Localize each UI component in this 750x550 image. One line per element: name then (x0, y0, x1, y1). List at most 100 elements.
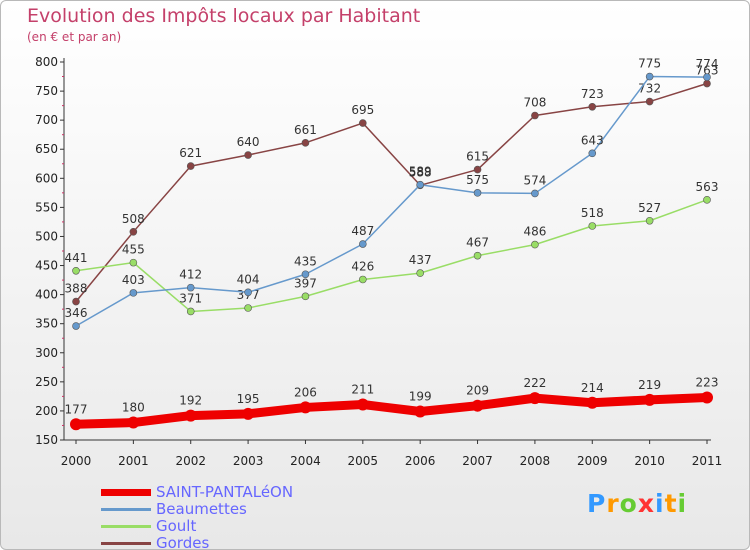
data-label: 346 (65, 306, 88, 320)
data-point (645, 72, 654, 81)
y-tick-label: 150 (35, 433, 58, 447)
data-label: 199 (409, 390, 432, 404)
y-tick-label: 200 (35, 404, 58, 418)
data-label: 209 (466, 384, 489, 398)
data-label: 575 (466, 173, 489, 187)
legend-swatch (101, 525, 151, 528)
data-label: 588 (409, 165, 432, 179)
data-label: 661 (294, 123, 317, 137)
series-line (75, 82, 708, 303)
data-point (72, 297, 80, 306)
x-tick-label: 2000 (61, 454, 92, 468)
data-point (356, 398, 369, 411)
y-tick-label: 600 (35, 171, 58, 185)
data-label: 211 (351, 383, 374, 397)
data-label: 527 (638, 201, 661, 215)
data-label: 214 (581, 381, 604, 395)
y-tick-label: 450 (35, 259, 58, 273)
data-point (586, 396, 599, 409)
proxiti-logo: Proxiti (587, 489, 687, 518)
data-point (359, 119, 367, 127)
series-line (75, 199, 708, 313)
logo-letter: o (619, 489, 638, 518)
data-point (416, 180, 424, 189)
data-label: 763 (696, 64, 719, 78)
data-label: 508 (122, 212, 145, 226)
data-point (129, 289, 138, 297)
data-point (473, 189, 482, 197)
y-tick-label: 650 (35, 142, 58, 156)
x-tick-label: 2008 (520, 454, 551, 468)
data-point (129, 258, 138, 267)
data-point (242, 407, 255, 420)
data-point (359, 240, 367, 248)
chart-subtitle: (en € et par an) (27, 30, 122, 44)
y-tick-label: 550 (35, 200, 58, 214)
x-tick-label: 2010 (634, 454, 665, 468)
legend-label: Gordes (156, 534, 210, 550)
legend-swatch (101, 542, 151, 545)
x-tick-label: 2002 (175, 454, 206, 468)
x-tick-label: 2011 (692, 454, 723, 468)
x-tick-label: 2005 (348, 454, 379, 468)
data-label: 403 (122, 273, 145, 287)
y-tick-label: 700 (35, 113, 58, 127)
data-label: 487 (351, 224, 374, 238)
y-tick-label: 400 (35, 288, 58, 302)
data-label: 695 (351, 103, 374, 117)
data-point (416, 269, 424, 277)
data-point (703, 73, 711, 81)
data-label: 223 (696, 376, 719, 390)
data-label: 732 (638, 82, 661, 96)
y-tick-label: 500 (35, 229, 58, 243)
legend-swatch (101, 508, 151, 511)
data-point (473, 251, 482, 260)
data-label: 441 (65, 251, 88, 265)
data-point (645, 97, 654, 106)
logo-letter: i (655, 489, 665, 518)
legend-label: Goult (156, 517, 197, 535)
data-point (414, 405, 427, 418)
data-point (359, 275, 367, 284)
series-line (75, 75, 708, 327)
data-point (703, 79, 711, 88)
data-point (471, 399, 484, 412)
data-point (531, 111, 539, 120)
data-label: 219 (638, 378, 661, 392)
data-label: 426 (351, 259, 374, 273)
x-tick-label: 2007 (462, 454, 493, 468)
data-label: 621 (179, 146, 202, 160)
data-label: 177 (65, 402, 88, 416)
x-tick-label: 2001 (118, 454, 149, 468)
data-label: 404 (237, 272, 260, 286)
data-point (701, 391, 713, 404)
logo-letter: i (677, 489, 688, 518)
logo-letter: x (637, 489, 655, 518)
data-point (588, 102, 597, 111)
data-point (588, 149, 597, 158)
data-label: 397 (294, 276, 317, 290)
data-label: 371 (179, 291, 202, 305)
data-point (528, 392, 541, 405)
data-point (301, 292, 310, 301)
y-tick-label: 300 (35, 346, 58, 360)
series-line (71, 393, 712, 429)
data-point (127, 416, 140, 429)
x-tick-label: 2003 (233, 454, 264, 468)
legend-label: SAINT-PANTALéON (156, 483, 294, 501)
data-label: 192 (179, 394, 202, 408)
data-label: 574 (523, 173, 546, 187)
y-tick-label: 750 (35, 84, 58, 98)
data-point (72, 266, 80, 275)
data-label: 643 (581, 133, 604, 147)
legend-swatch (101, 489, 151, 496)
data-label: 412 (179, 268, 202, 282)
data-point (301, 270, 310, 279)
data-point (301, 139, 310, 147)
data-point (186, 162, 195, 170)
data-point (299, 401, 312, 414)
data-point (643, 393, 656, 406)
data-label: 437 (409, 253, 432, 267)
